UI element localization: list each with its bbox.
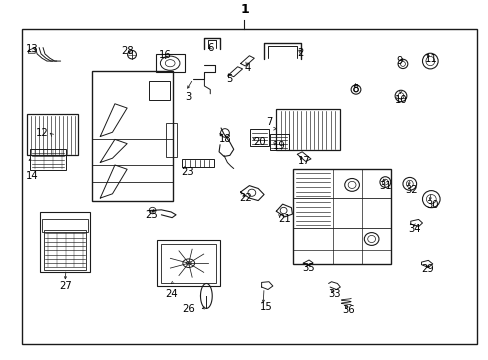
Text: 2: 2 bbox=[297, 48, 303, 58]
Text: 21: 21 bbox=[277, 215, 290, 224]
Bar bbox=[293, 168, 390, 264]
Text: 19: 19 bbox=[272, 141, 285, 151]
Text: 9: 9 bbox=[395, 56, 402, 66]
Text: 28: 28 bbox=[121, 46, 134, 56]
Text: 25: 25 bbox=[145, 210, 158, 220]
Bar bbox=[40, 212, 90, 272]
Text: 34: 34 bbox=[407, 224, 420, 234]
Text: 4: 4 bbox=[244, 63, 250, 73]
Bar bbox=[182, 159, 213, 167]
Text: 12: 12 bbox=[36, 128, 49, 138]
Text: 3: 3 bbox=[184, 93, 191, 102]
Text: 15: 15 bbox=[260, 302, 272, 312]
Text: 11: 11 bbox=[424, 54, 436, 64]
Text: 8: 8 bbox=[351, 84, 358, 94]
Text: 17: 17 bbox=[298, 157, 310, 166]
Text: 23: 23 bbox=[181, 167, 193, 177]
Text: 20: 20 bbox=[253, 137, 265, 147]
Text: 22: 22 bbox=[239, 193, 252, 203]
Bar bbox=[22, 29, 476, 344]
Text: 16: 16 bbox=[159, 50, 171, 60]
Bar bbox=[44, 230, 86, 270]
Bar bbox=[41, 220, 88, 232]
Text: 18: 18 bbox=[219, 134, 231, 144]
Text: 5: 5 bbox=[226, 74, 232, 84]
Bar bbox=[166, 123, 177, 157]
Text: 10: 10 bbox=[394, 95, 407, 105]
Text: 13: 13 bbox=[25, 44, 38, 54]
Text: 26: 26 bbox=[182, 305, 194, 315]
Text: 32: 32 bbox=[404, 185, 417, 195]
Text: 33: 33 bbox=[328, 289, 341, 299]
Text: 29: 29 bbox=[421, 264, 433, 274]
Bar bbox=[161, 244, 216, 283]
Bar bbox=[149, 81, 169, 100]
Text: 31: 31 bbox=[378, 181, 391, 191]
Bar bbox=[92, 71, 172, 201]
Text: 27: 27 bbox=[60, 281, 72, 291]
Text: 36: 36 bbox=[342, 305, 354, 315]
Bar bbox=[276, 109, 339, 150]
Text: 7: 7 bbox=[266, 117, 272, 127]
Text: 6: 6 bbox=[206, 42, 213, 53]
Text: 24: 24 bbox=[165, 289, 178, 299]
Bar bbox=[27, 114, 78, 156]
Bar bbox=[250, 129, 268, 147]
Bar bbox=[157, 240, 220, 286]
Text: 1: 1 bbox=[240, 3, 248, 15]
Bar bbox=[269, 134, 288, 150]
Text: 30: 30 bbox=[426, 200, 438, 210]
Bar bbox=[30, 149, 65, 170]
Text: 35: 35 bbox=[302, 263, 314, 273]
Bar bbox=[155, 54, 184, 72]
Text: 14: 14 bbox=[25, 171, 38, 181]
